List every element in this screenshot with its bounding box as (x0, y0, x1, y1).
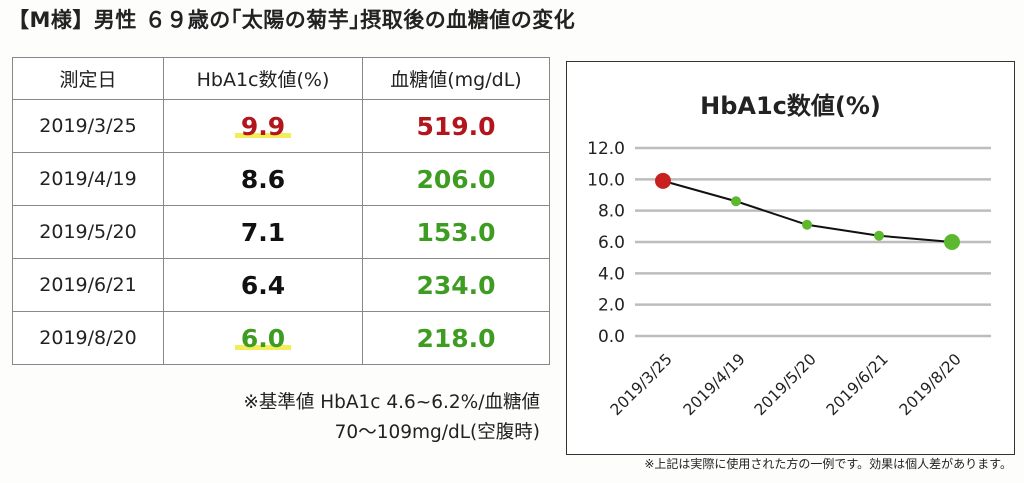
glucose-cell: 519.0 (362, 99, 550, 153)
y-tick-label: 2.0 (598, 296, 625, 316)
header-glucose: 血糖値(mg/dL) (362, 57, 550, 100)
x-tick-label: 2019/3/25 (607, 350, 676, 419)
reference-note-line1: ※基準値 HbA1c 4.6~6.2%/血糖値 (243, 392, 540, 413)
data-point (944, 234, 960, 250)
x-tick-label: 2019/5/20 (751, 350, 820, 419)
chart-plot: 0.0 2.0 4.0 6.0 8.0 10.0 12.0 2019/3/25 2019/4/1… (587, 139, 991, 419)
footnote: ※上記は実際に使用された方の一例です。効果は個人差があります。 (644, 457, 1012, 471)
table-row: 2019/5/20 7.1 153.0 (12, 205, 550, 259)
y-tick-label: 10.0 (587, 170, 625, 190)
glucose-cell: 218.0 (362, 311, 550, 365)
data-point (655, 172, 671, 189)
hba1c-cell: 8.6 (163, 152, 363, 206)
date-cell: 2019/4/19 (12, 152, 164, 206)
x-tick-label: 2019/4/19 (680, 350, 749, 419)
y-tick-label: 4.0 (598, 264, 625, 284)
hba1c-cell: 6.0 (163, 311, 363, 365)
table-row: 2019/6/21 6.4 234.0 (12, 258, 550, 312)
chart-title: HbA1c数値(%) (700, 92, 881, 120)
hba1c-cell: 6.4 (163, 258, 363, 312)
y-tick-label: 6.0 (598, 233, 625, 253)
y-tick-label: 8.0 (598, 202, 625, 222)
date-cell: 2019/8/20 (12, 311, 164, 365)
x-tick-label: 2019/6/21 (823, 350, 892, 419)
hba1c-highlight: 9.9 (234, 111, 292, 141)
reference-note: ※基準値 HbA1c 4.6~6.2%/血糖値 70～109mg/dL(空腹時) (243, 388, 540, 448)
hba1c-chart: HbA1c数値(%) 0.0 2.0 4.0 6.0 8.0 10.0 12.0 2019/3… (566, 61, 1015, 455)
hba1c-cell: 9.9 (163, 99, 363, 153)
table-row: 2019/8/20 6.0 218.0 (12, 311, 550, 365)
table-header-row: 測定日 HbA1c数値(%) 血糖値(mg/dL) (12, 57, 550, 100)
table-row: 2019/3/25 9.9 519.0 (12, 99, 550, 153)
data-point (731, 196, 741, 207)
header-hba1c: HbA1c数値(%) (163, 57, 363, 100)
reference-note-line2: 70～109mg/dL(空腹時) (334, 422, 540, 443)
page-title: 【M様】男性 ６９歳の｢太陽の菊芋｣摂取後の血糖値の変化 (8, 8, 576, 32)
date-cell: 2019/3/25 (12, 99, 164, 153)
date-cell: 2019/5/20 (12, 205, 164, 259)
glucose-table: 測定日 HbA1c数値(%) 血糖値(mg/dL) 2019/3/25 9.9 … (12, 57, 550, 365)
y-tick-label: 0.0 (598, 327, 625, 347)
date-cell: 2019/6/21 (12, 258, 164, 312)
hba1c-cell: 7.1 (163, 205, 363, 259)
data-point (874, 230, 884, 241)
glucose-cell: 153.0 (362, 205, 550, 259)
glucose-cell: 206.0 (362, 152, 550, 206)
data-point (802, 219, 812, 230)
table-row: 2019/4/19 8.6 206.0 (12, 152, 550, 206)
x-tick-label: 2019/8/20 (896, 350, 965, 419)
glucose-cell: 234.0 (362, 258, 550, 312)
header-date: 測定日 (12, 57, 164, 100)
y-tick-label: 12.0 (587, 139, 625, 159)
hba1c-highlight: 6.0 (234, 323, 292, 353)
